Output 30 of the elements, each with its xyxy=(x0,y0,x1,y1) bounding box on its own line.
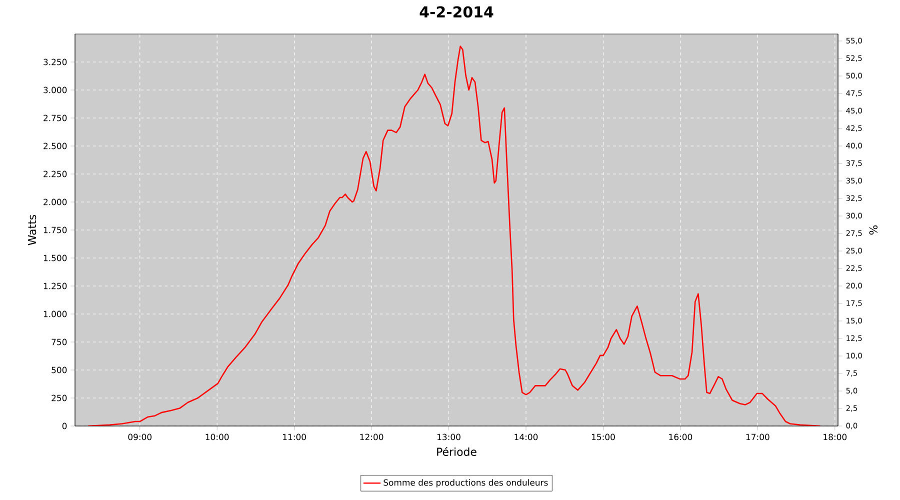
y-tick-label: 3.000 xyxy=(44,86,67,94)
x-axis-title: Période xyxy=(437,447,476,456)
y-tick-label: 0 xyxy=(62,422,67,430)
y-tick-label: 2.250 xyxy=(44,170,67,178)
x-tick-label: 16:00 xyxy=(669,434,692,440)
x-tick-label: 15:00 xyxy=(592,434,615,440)
y-tick-label: 1.750 xyxy=(44,226,67,234)
y2-axis-title: % xyxy=(869,225,878,235)
y-tick-label: 500 xyxy=(52,366,67,374)
x-tick-label: 14:00 xyxy=(514,434,538,440)
y-tick-label: 1.250 xyxy=(44,282,67,290)
x-tick-label: 11:00 xyxy=(283,434,306,440)
chart-title: 4-2-2014 xyxy=(420,6,494,18)
y-tick-label: 3.250 xyxy=(44,58,67,66)
y-tick-label: 2.000 xyxy=(44,198,67,206)
y-tick-label: 250 xyxy=(52,394,67,402)
x-tick-label: 10:00 xyxy=(206,434,229,440)
y-tick-label: 750 xyxy=(52,338,67,346)
x-tick-label: 09:00 xyxy=(128,434,152,440)
y-tick-label: 1.000 xyxy=(44,310,67,318)
legend-label: Somme des productions des onduleurs xyxy=(384,479,548,488)
y-tick-label: 1.500 xyxy=(44,254,67,262)
y-axis-title: Watts xyxy=(28,214,36,246)
line-series xyxy=(87,46,821,426)
x-tick-label: 12:00 xyxy=(360,434,384,440)
y-tick-label: 2.500 xyxy=(44,142,67,150)
x-tick-label: 17:00 xyxy=(746,434,770,440)
x-tick-label: 13:00 xyxy=(438,434,460,440)
x-tick-label: 18:00 xyxy=(824,434,847,440)
y-tick-label: 2.750 xyxy=(44,114,67,122)
